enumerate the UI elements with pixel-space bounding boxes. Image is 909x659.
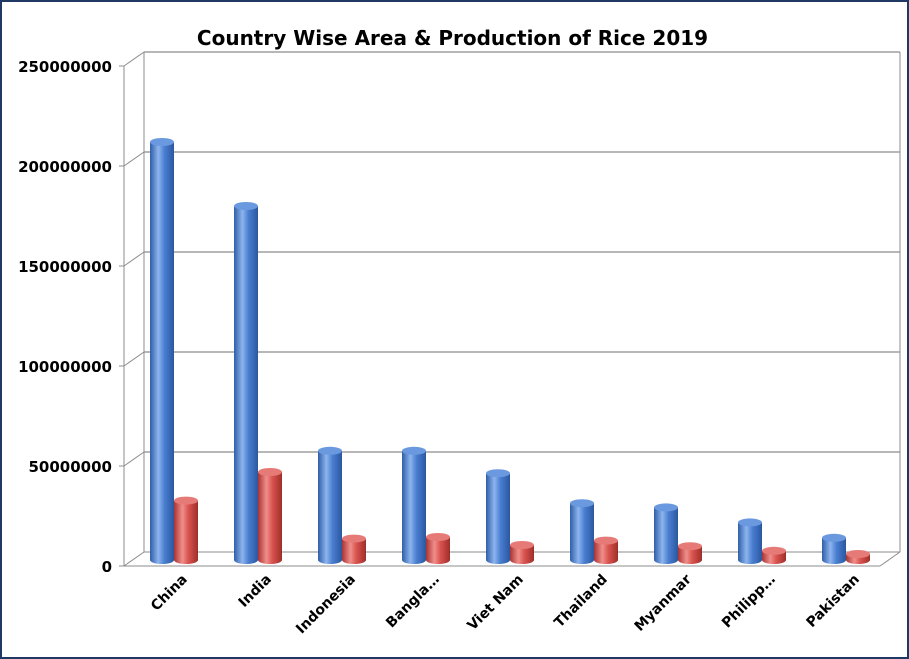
floor-edge-left (123, 551, 145, 567)
gridline-side (123, 251, 145, 267)
bar-top-series-1 (402, 446, 426, 455)
bar-series-2 (174, 500, 198, 564)
bar-series-2 (258, 472, 282, 564)
bar-series-1 (738, 522, 762, 564)
bar-series-1 (318, 450, 342, 564)
bar-top-series-2 (510, 541, 534, 549)
bar-series-1 (402, 450, 426, 564)
x-tick-label: Indonesia (293, 572, 359, 638)
bar-top-series-2 (762, 546, 786, 555)
gridline-side (123, 151, 145, 167)
bar-series-1 (570, 503, 594, 564)
y-tick-label: 250000000 (18, 58, 112, 76)
y-tick-label: 100000000 (18, 358, 112, 376)
bar-top-series-2 (678, 542, 702, 551)
bar-top-series-1 (738, 518, 762, 527)
gridline-side (123, 451, 145, 467)
bar-series-2 (594, 540, 618, 564)
bar-top-series-2 (342, 534, 366, 543)
x-tick-label: China (148, 572, 191, 615)
bar-series-2 (342, 538, 366, 564)
bar-top-series-1 (318, 446, 342, 455)
bar-top-series-1 (822, 533, 846, 542)
x-tick-label: India (236, 572, 275, 611)
bar-series-1 (234, 206, 258, 564)
bar-top-series-2 (846, 550, 870, 558)
bar-top-series-1 (654, 503, 678, 512)
bar-top-series-1 (486, 469, 510, 478)
gridline-side (123, 351, 145, 367)
y-tick-label: 200000000 (18, 158, 112, 176)
bar-series-2 (510, 545, 534, 564)
x-tick-label: Thailand (551, 572, 610, 631)
x-tick-label: Viet Nam (464, 572, 526, 634)
chart-title: Country Wise Area & Production of Rice 2… (196, 26, 709, 50)
x-tick-label: Bangla… (383, 572, 443, 632)
bar-top-series-2 (426, 533, 450, 541)
bar-series-1 (822, 537, 846, 564)
gridline-side (123, 51, 145, 67)
x-tick-label: Philipp… (719, 572, 779, 632)
bar-top-series-1 (234, 202, 258, 210)
y-tick-label: 50000000 (29, 458, 113, 476)
bar-top-series-2 (174, 496, 198, 505)
bar-top-series-1 (150, 138, 174, 146)
bar-series-2 (678, 546, 702, 564)
floor-edge-right (879, 551, 901, 567)
y-tick-label: 0 (102, 558, 112, 576)
x-tick-label: Pakistan (804, 572, 863, 631)
bar-series-2 (426, 537, 450, 564)
x-tick-label: Myanmar (632, 571, 695, 634)
y-tick-label: 150000000 (18, 258, 112, 276)
bar-top-series-2 (258, 468, 282, 476)
bar-series-1 (654, 507, 678, 564)
bar-series-1 (486, 473, 510, 564)
bar-top-series-1 (570, 499, 594, 508)
bar-top-series-2 (594, 536, 618, 545)
bar-series-1 (150, 142, 174, 564)
